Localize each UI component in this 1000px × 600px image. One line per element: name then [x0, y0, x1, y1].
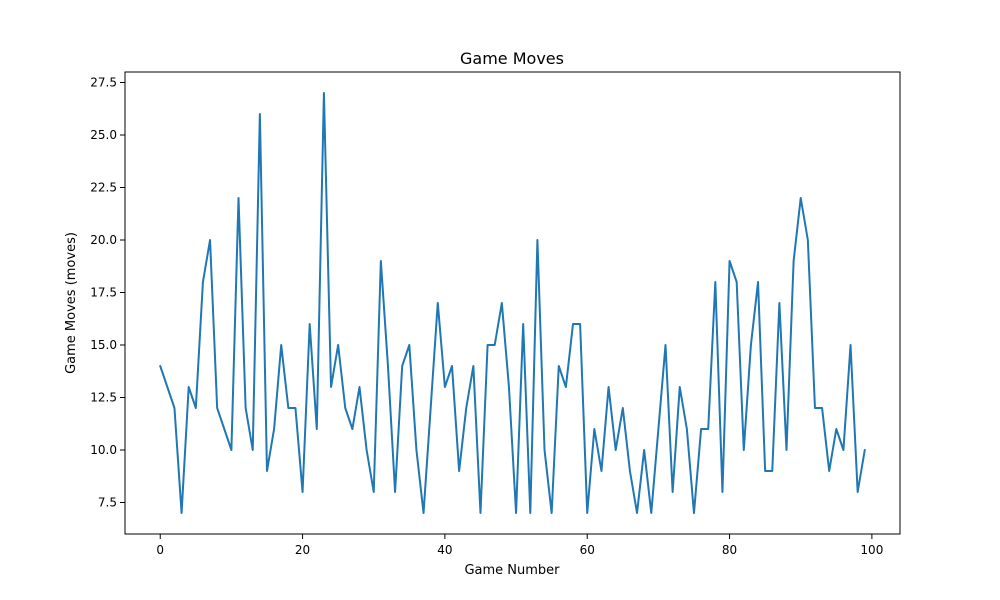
y-axis-label: Game Moves (moves)	[64, 232, 79, 374]
y-tick-label: 27.5	[90, 76, 117, 90]
y-tick-label: 22.5	[90, 181, 117, 195]
series-layer	[159, 92, 866, 514]
plot-frame	[124, 71, 901, 535]
y-tick-label: 17.5	[90, 286, 117, 300]
y-tick-label: 25.0	[90, 128, 117, 142]
y-tick-label: 20.0	[90, 233, 117, 247]
x-axis-label: Game Number	[464, 563, 560, 578]
y-tick-label: 15.0	[90, 338, 117, 352]
chart-title: Game Moves	[460, 49, 564, 68]
y-tick-label: 10.0	[90, 443, 117, 457]
x-tick-label: 100	[860, 543, 883, 557]
x-tick-label: 20	[295, 543, 310, 557]
y-tick-label: 12.5	[90, 391, 117, 405]
series-line	[159, 92, 866, 514]
y-tick-label: 7.5	[98, 496, 117, 510]
x-tick-label: 80	[722, 543, 737, 557]
x-tick-label: 40	[437, 543, 452, 557]
x-tick-label: 0	[156, 543, 164, 557]
axis-ticks: 0 20 40 60 80 100 7.5 10.0 12.5 15.0 17.5 20.0 22.5 2…	[90, 76, 883, 558]
x-tick-label: 60	[580, 543, 595, 557]
